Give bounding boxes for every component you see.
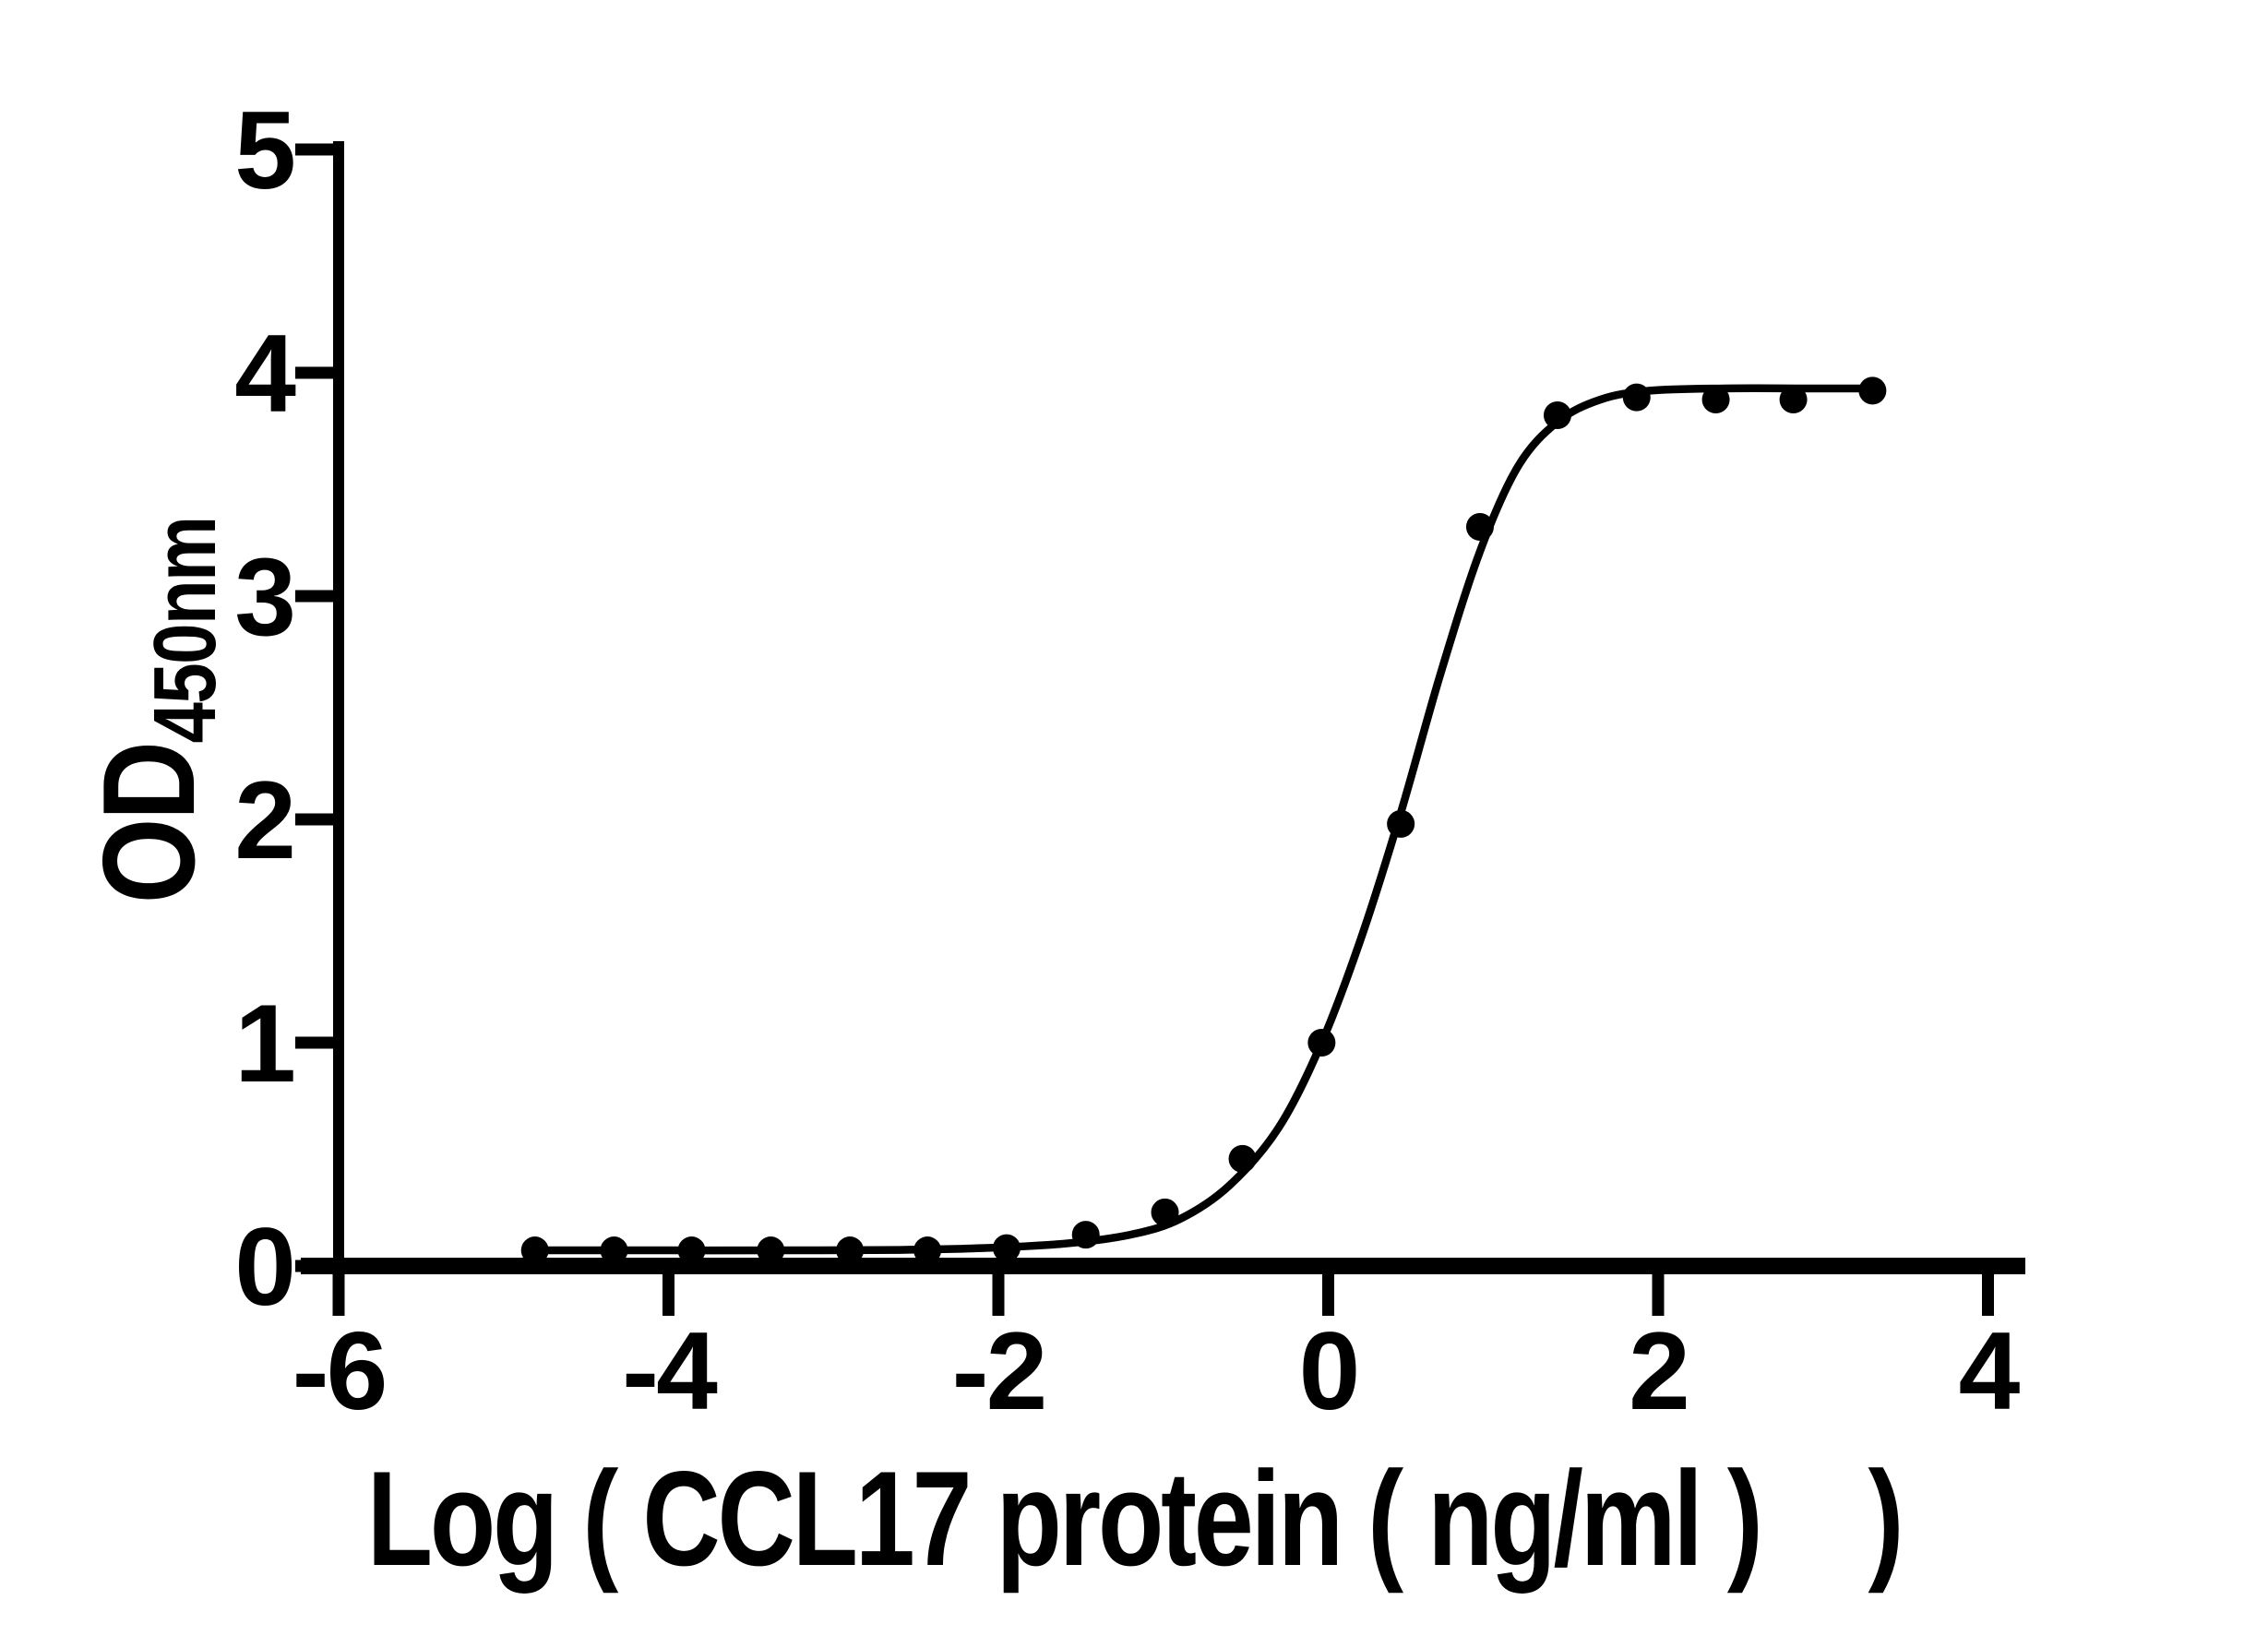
y-axis-title-subscript: 450nm: [136, 517, 234, 744]
y-tick-label: 2: [234, 758, 293, 882]
x-tick-label: -6: [292, 1309, 386, 1433]
data-point: [1465, 512, 1494, 541]
x-tick-label: 0: [1299, 1309, 1358, 1433]
x-tick-label: -4: [622, 1309, 718, 1433]
data-point: [520, 1236, 549, 1265]
data-point: [677, 1236, 706, 1265]
y-tick-label: 0: [234, 1205, 293, 1329]
y-axis-title-main: OD: [76, 743, 223, 904]
x-axis-title: Log ( CCL17 protein ( ng/ml ) ): [366, 1443, 1904, 1594]
data-point: [913, 1236, 942, 1265]
data-point: [1071, 1221, 1100, 1249]
data-point: [1307, 1029, 1336, 1057]
data-point: [1701, 386, 1730, 414]
data-point: [1779, 386, 1808, 414]
data-point: [836, 1236, 865, 1265]
data-point: [1622, 383, 1651, 412]
y-tick-label: 3: [234, 535, 293, 659]
data-point: [757, 1236, 785, 1265]
fit-curve: [531, 384, 1880, 1255]
data-point: [1387, 809, 1415, 838]
y-tick-label: 1: [234, 982, 293, 1105]
y-tick-label: 5: [234, 89, 293, 212]
data-point: [1858, 376, 1887, 405]
data-point: [1543, 400, 1571, 429]
x-tick-label: -2: [952, 1309, 1045, 1433]
x-tick-label: 4: [1959, 1309, 2021, 1433]
data-point: [600, 1236, 628, 1265]
data-point: [1228, 1144, 1257, 1173]
data-point: [1151, 1198, 1179, 1226]
data-point: [992, 1234, 1021, 1262]
y-tick-label: 4: [234, 312, 296, 436]
y-axis-title: OD450nm: [74, 518, 236, 904]
x-tick-label: 2: [1629, 1309, 1688, 1433]
